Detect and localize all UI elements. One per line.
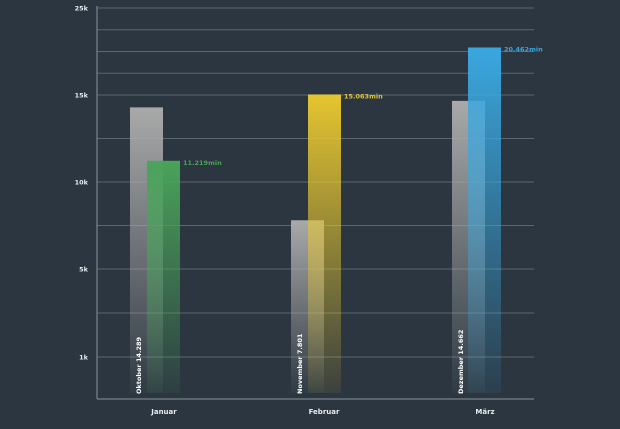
x-category-label: Februar [309, 408, 340, 416]
current-period-bar [468, 47, 501, 394]
previous-period-label: Dezember 14.662 [457, 330, 465, 394]
current-period-bar [308, 94, 341, 393]
y-tick-label: 15k [75, 92, 89, 100]
axes [96, 6, 534, 400]
current-value-label: 15.063min [344, 92, 383, 100]
current-value-label: 20.462min [504, 45, 543, 53]
bars [130, 47, 501, 394]
y-tick-label: 5k [79, 266, 89, 274]
current-value-label: 11.219min [183, 159, 222, 167]
y-tick-label: 1k [79, 354, 89, 362]
previous-period-label: Oktober 14.289 [135, 336, 143, 394]
labels: 1k 5k 10k 15k 25k Oktober 14.289 11.219min Janu… [75, 5, 543, 417]
y-tick-label: 25k [75, 5, 89, 13]
y-tick-label: 10k [75, 179, 89, 187]
x-category-label: Januar [150, 408, 177, 416]
previous-period-label: November 7.801 [296, 333, 304, 394]
x-category-label: März [475, 408, 494, 416]
current-period-bar [147, 160, 180, 393]
